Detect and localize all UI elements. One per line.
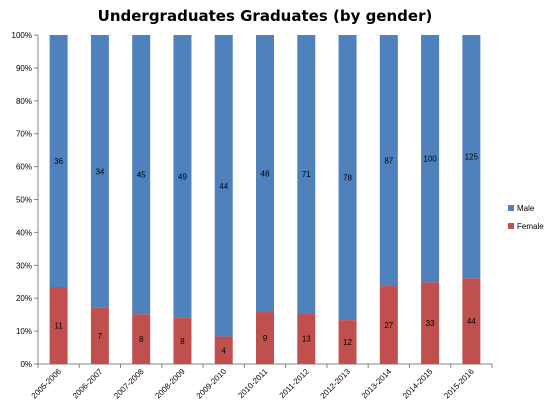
data-label-female: 13	[302, 335, 311, 344]
bar-male	[49, 35, 68, 287]
bar-male	[379, 35, 398, 287]
x-tick-label: 2009-2010	[195, 367, 229, 401]
bar-male	[173, 35, 192, 318]
y-tick-label: 100%	[12, 31, 32, 40]
bar-female	[297, 313, 316, 364]
bar-female	[256, 312, 274, 364]
data-label-female: 27	[384, 321, 393, 330]
data-label-male: 71	[302, 170, 311, 179]
x-tick-label: 2005-2006	[30, 367, 64, 401]
y-tick-label: 30%	[16, 261, 32, 270]
legend-swatch	[508, 223, 514, 229]
x-tick-label: 2011-2012	[278, 367, 311, 400]
bar-male	[256, 35, 274, 313]
bar-male	[132, 35, 151, 315]
bar-female	[421, 282, 440, 364]
y-tick-label: 70%	[16, 130, 32, 139]
legend-swatch	[508, 205, 514, 211]
y-tick-label: 50%	[16, 196, 32, 205]
bar-female	[90, 307, 109, 364]
data-label-male: 36	[54, 157, 63, 166]
x-tick-label: 2013-2014	[360, 367, 394, 401]
bar-male	[297, 35, 316, 314]
bar-female	[462, 278, 481, 364]
data-label-male: 34	[95, 167, 104, 176]
data-label-male: 48	[261, 170, 270, 179]
data-label-female: 12	[343, 338, 352, 347]
data-label-male: 125	[465, 153, 479, 162]
legend-label: Female	[517, 222, 544, 231]
data-label-male: 78	[343, 174, 352, 183]
bar-female	[338, 320, 357, 364]
bar-female	[214, 336, 233, 364]
x-tick-label: 2006-2007	[71, 367, 105, 401]
bar-male	[338, 35, 357, 321]
data-label-male: 100	[423, 155, 437, 164]
data-label-male: 44	[219, 182, 228, 191]
data-label-female: 9	[263, 334, 268, 343]
y-tick-label: 20%	[16, 294, 32, 303]
bar-male	[421, 35, 440, 283]
data-label-male: 45	[137, 171, 146, 180]
chart-title: Undergraduates Graduates (by gender)	[97, 7, 433, 25]
data-label-female: 7	[98, 332, 103, 341]
data-label-female: 8	[180, 337, 185, 346]
y-tick-label: 80%	[16, 97, 32, 106]
bar-female	[49, 287, 68, 364]
bar-male	[462, 35, 481, 279]
y-tick-label: 40%	[16, 228, 32, 237]
x-tick-label: 2014-2015	[401, 367, 435, 401]
bar-male	[90, 35, 109, 308]
y-tick-label: 0%	[20, 360, 32, 369]
bar-female	[132, 314, 151, 364]
y-tick-label: 90%	[16, 64, 32, 73]
data-label-male: 49	[178, 172, 187, 181]
data-label-female: 4	[222, 346, 227, 355]
x-tick-label: 2008-2009	[153, 367, 187, 401]
legend-label: Male	[517, 204, 535, 213]
y-tick-label: 60%	[16, 163, 32, 172]
data-label-female: 11	[54, 322, 63, 331]
data-label-female: 8	[139, 335, 144, 344]
bar-male	[214, 35, 233, 337]
data-label-female: 44	[467, 317, 476, 326]
x-tick-label: 2007-2008	[112, 367, 146, 401]
data-label-male: 87	[384, 157, 393, 166]
x-tick-label: 2010-2011	[236, 367, 269, 400]
data-label-female: 33	[426, 319, 435, 328]
x-tick-label: 2015-2016	[442, 367, 476, 401]
x-tick-label: 2012-2013	[319, 367, 353, 401]
bar-female	[379, 286, 398, 364]
bar-female	[173, 317, 192, 364]
y-tick-label: 10%	[16, 327, 32, 336]
